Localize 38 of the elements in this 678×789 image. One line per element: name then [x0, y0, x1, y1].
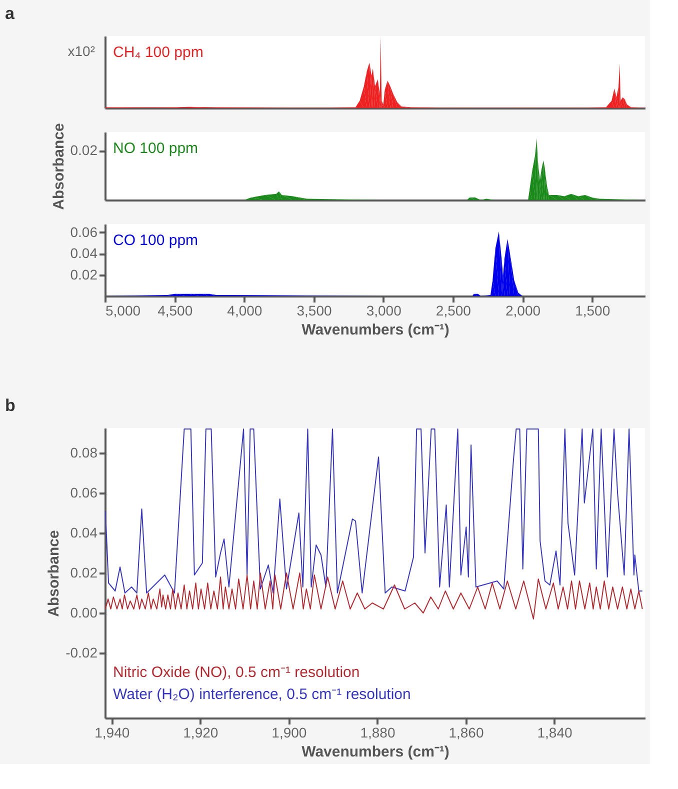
text: Nitric Oxide (NO), 0.5 cm⁻¹ resolution: [113, 664, 360, 681]
x-tick-label: 3,500: [296, 302, 332, 318]
text: NO 100 ppm: [113, 140, 198, 157]
text: Water (H₂O) interference, 0.5 cm⁻¹ resolution: [113, 686, 411, 703]
text: CO 100 ppm: [113, 232, 198, 249]
y-tick-label: 0.08: [70, 444, 98, 460]
line-series: [105, 572, 643, 620]
text: x10²: [68, 43, 96, 59]
x-tick-label: 1,860: [448, 724, 484, 740]
x-tick-label: 2,500: [436, 302, 472, 318]
y-tick-label: 0.02: [70, 142, 98, 158]
x-tick-label: 1,500: [575, 302, 610, 318]
x-tick-label: 1,940: [94, 724, 130, 740]
y-tick-label: 0.06: [70, 484, 98, 500]
x-tick-label: 1,840: [537, 724, 572, 740]
y-tick-label: 0.02: [70, 564, 98, 580]
x-tick-label: 1,900: [272, 724, 307, 740]
x-tick-label: 1,920: [183, 724, 218, 740]
text: a: [5, 4, 15, 23]
y-tick-label: 0.02: [70, 266, 98, 282]
y-tick-label: 0.04: [70, 524, 98, 540]
y-axis-title: Absorbance: [46, 530, 63, 617]
x-tick-label: 5,000: [106, 302, 141, 318]
x-tick-label: 1,880: [360, 724, 396, 740]
text: b: [5, 396, 16, 415]
x-axis-title: Wavenumbers (cm⁻¹): [302, 322, 450, 338]
y-tick-label: -0.02: [66, 644, 98, 660]
y-axis-title: Absorbance: [50, 123, 68, 210]
y-tick-label: 0.04: [70, 245, 98, 262]
text: CH₄ 100 ppm: [113, 44, 204, 61]
x-tick-label: 4,000: [227, 302, 262, 318]
x-axis-title: Wavenumbers (cm⁻¹): [302, 744, 450, 760]
line-series: [105, 428, 643, 594]
y-tick-label: 0.06: [70, 224, 98, 240]
x-tick-label: 2,000: [506, 302, 541, 318]
x-tick-label: 4,500: [158, 302, 193, 318]
x-tick-label: 3,000: [366, 302, 402, 318]
y-tick-label: 0.00: [70, 604, 98, 620]
